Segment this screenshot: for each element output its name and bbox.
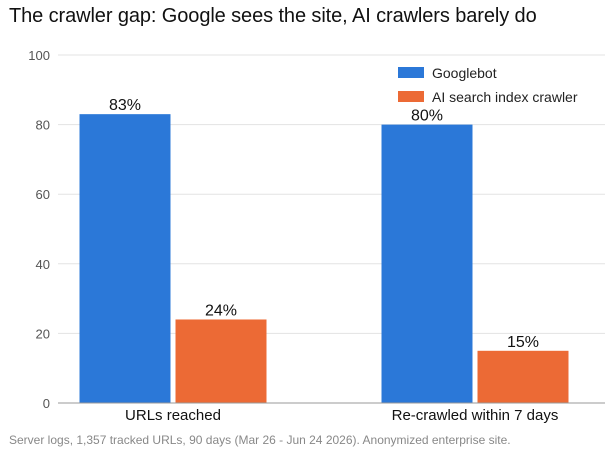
axes: 0 20 40 60 80 100 URLs reached Re-crawled withi… (28, 48, 605, 424)
gridlines (58, 54, 605, 334)
y-tick-label: 60 (36, 187, 50, 202)
bar-value-label: 80% (411, 108, 443, 125)
bar (477, 350, 569, 403)
bar (79, 114, 171, 403)
legend-swatch (398, 91, 424, 102)
value-labels: 83% 24% 80% 15% (109, 97, 539, 351)
chart-title: The crawler gap: Google sees the site, A… (9, 5, 537, 27)
x-category-label: URLs reached (125, 407, 221, 424)
y-tick-label: 40 (36, 257, 50, 272)
y-tick-label: 20 (36, 326, 50, 341)
bars (79, 114, 569, 403)
y-tick-label: 80 (36, 118, 50, 133)
source-footnote: Server logs, 1,357 tracked URLs, 90 days… (9, 433, 511, 447)
legend: Googlebot AI search index crawler (398, 65, 578, 105)
bar (381, 124, 473, 403)
bar-value-label: 24% (205, 302, 237, 319)
legend-label: AI search index crawler (432, 89, 578, 105)
y-tick-label: 100 (28, 48, 50, 63)
y-tick-label: 0 (43, 396, 50, 411)
legend-swatch (398, 67, 424, 78)
bar-value-label: 15% (507, 334, 539, 351)
legend-label: Googlebot (432, 65, 497, 81)
bar-value-label: 83% (109, 97, 141, 114)
bar (175, 319, 267, 403)
x-category-label: Re-crawled within 7 days (392, 407, 559, 424)
